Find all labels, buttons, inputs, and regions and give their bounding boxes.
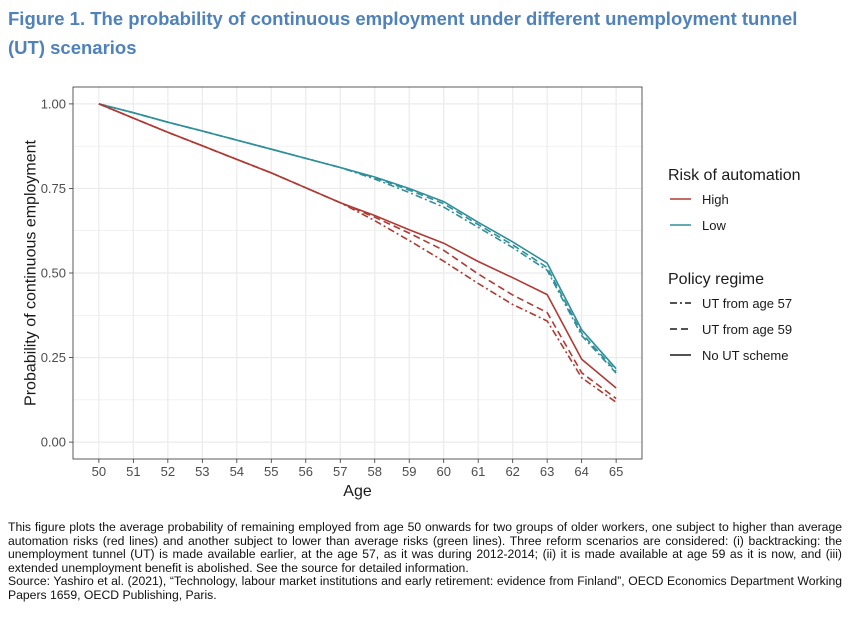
series-line-low-ut-from-age-59 (98, 103, 617, 372)
x-tick-label: 58 (368, 464, 382, 479)
x-tick-label: 52 (161, 464, 175, 479)
x-tick-label: 54 (230, 464, 244, 479)
notes-text: This figure plots the average probabilit… (8, 520, 842, 575)
y-axis-ticks: 0.00 0.25 0.50 0.75 1.00 (41, 96, 73, 450)
legend-label: UT from age 57 (702, 296, 792, 311)
x-tick-label: 61 (471, 464, 485, 479)
source-text: Source: Yashiro et al. (2021), “Technolo… (8, 574, 842, 602)
x-tick-label: 60 (436, 464, 450, 479)
x-tick-label: 55 (264, 464, 278, 479)
y-tick-label: 0.75 (41, 181, 66, 196)
x-tick-label: 53 (195, 464, 209, 479)
x-tick-label: 64 (574, 464, 588, 479)
grid-lines (73, 87, 642, 459)
series-lines (98, 103, 617, 403)
x-tick-label: 65 (609, 464, 623, 479)
legend-label: High (702, 192, 729, 207)
y-axis-title: Probability of continuous employment (23, 139, 40, 405)
x-tick-label: 50 (92, 464, 106, 479)
y-tick-label: 0.00 (41, 435, 66, 450)
legend-label: Low (702, 218, 726, 233)
series-line-low-ut-from-age-57 (98, 103, 617, 374)
y-tick-label: 0.25 (41, 350, 66, 365)
legend-title: Risk of automation (668, 167, 801, 184)
series-line-low-no-ut-scheme (98, 103, 617, 370)
legend-label: UT from age 59 (702, 322, 792, 337)
series-line-high-ut-from-age-59 (98, 103, 617, 400)
x-tick-label: 63 (540, 464, 554, 479)
x-tick-label: 51 (126, 464, 140, 479)
series-line-high-no-ut-scheme (98, 103, 617, 389)
x-tick-label: 59 (402, 464, 416, 479)
legend-title: Policy regime (668, 271, 764, 288)
x-tick-label: 57 (333, 464, 347, 479)
x-tick-label: 56 (299, 464, 313, 479)
y-tick-label: 0.50 (41, 266, 66, 281)
x-tick-label: 62 (505, 464, 519, 479)
y-tick-label: 1.00 (41, 96, 66, 111)
x-axis-ticks: 50 51 52 53 54 55 56 57 58 59 60 61 62 63 64 65 (92, 459, 623, 479)
figure-notes: This figure plots the average probabilit… (8, 520, 842, 602)
legend: Risk of automation High Low Policy regime UT… (668, 167, 801, 363)
x-axis-title: Age (343, 483, 372, 500)
line-chart: 50 51 52 53 54 55 56 57 58 59 60 61 62 63 64 65 0.00 0.2… (23, 86, 801, 500)
figure-title: Figure 1. The probability of continuous … (8, 8, 798, 58)
legend-label: No UT scheme (702, 348, 788, 363)
